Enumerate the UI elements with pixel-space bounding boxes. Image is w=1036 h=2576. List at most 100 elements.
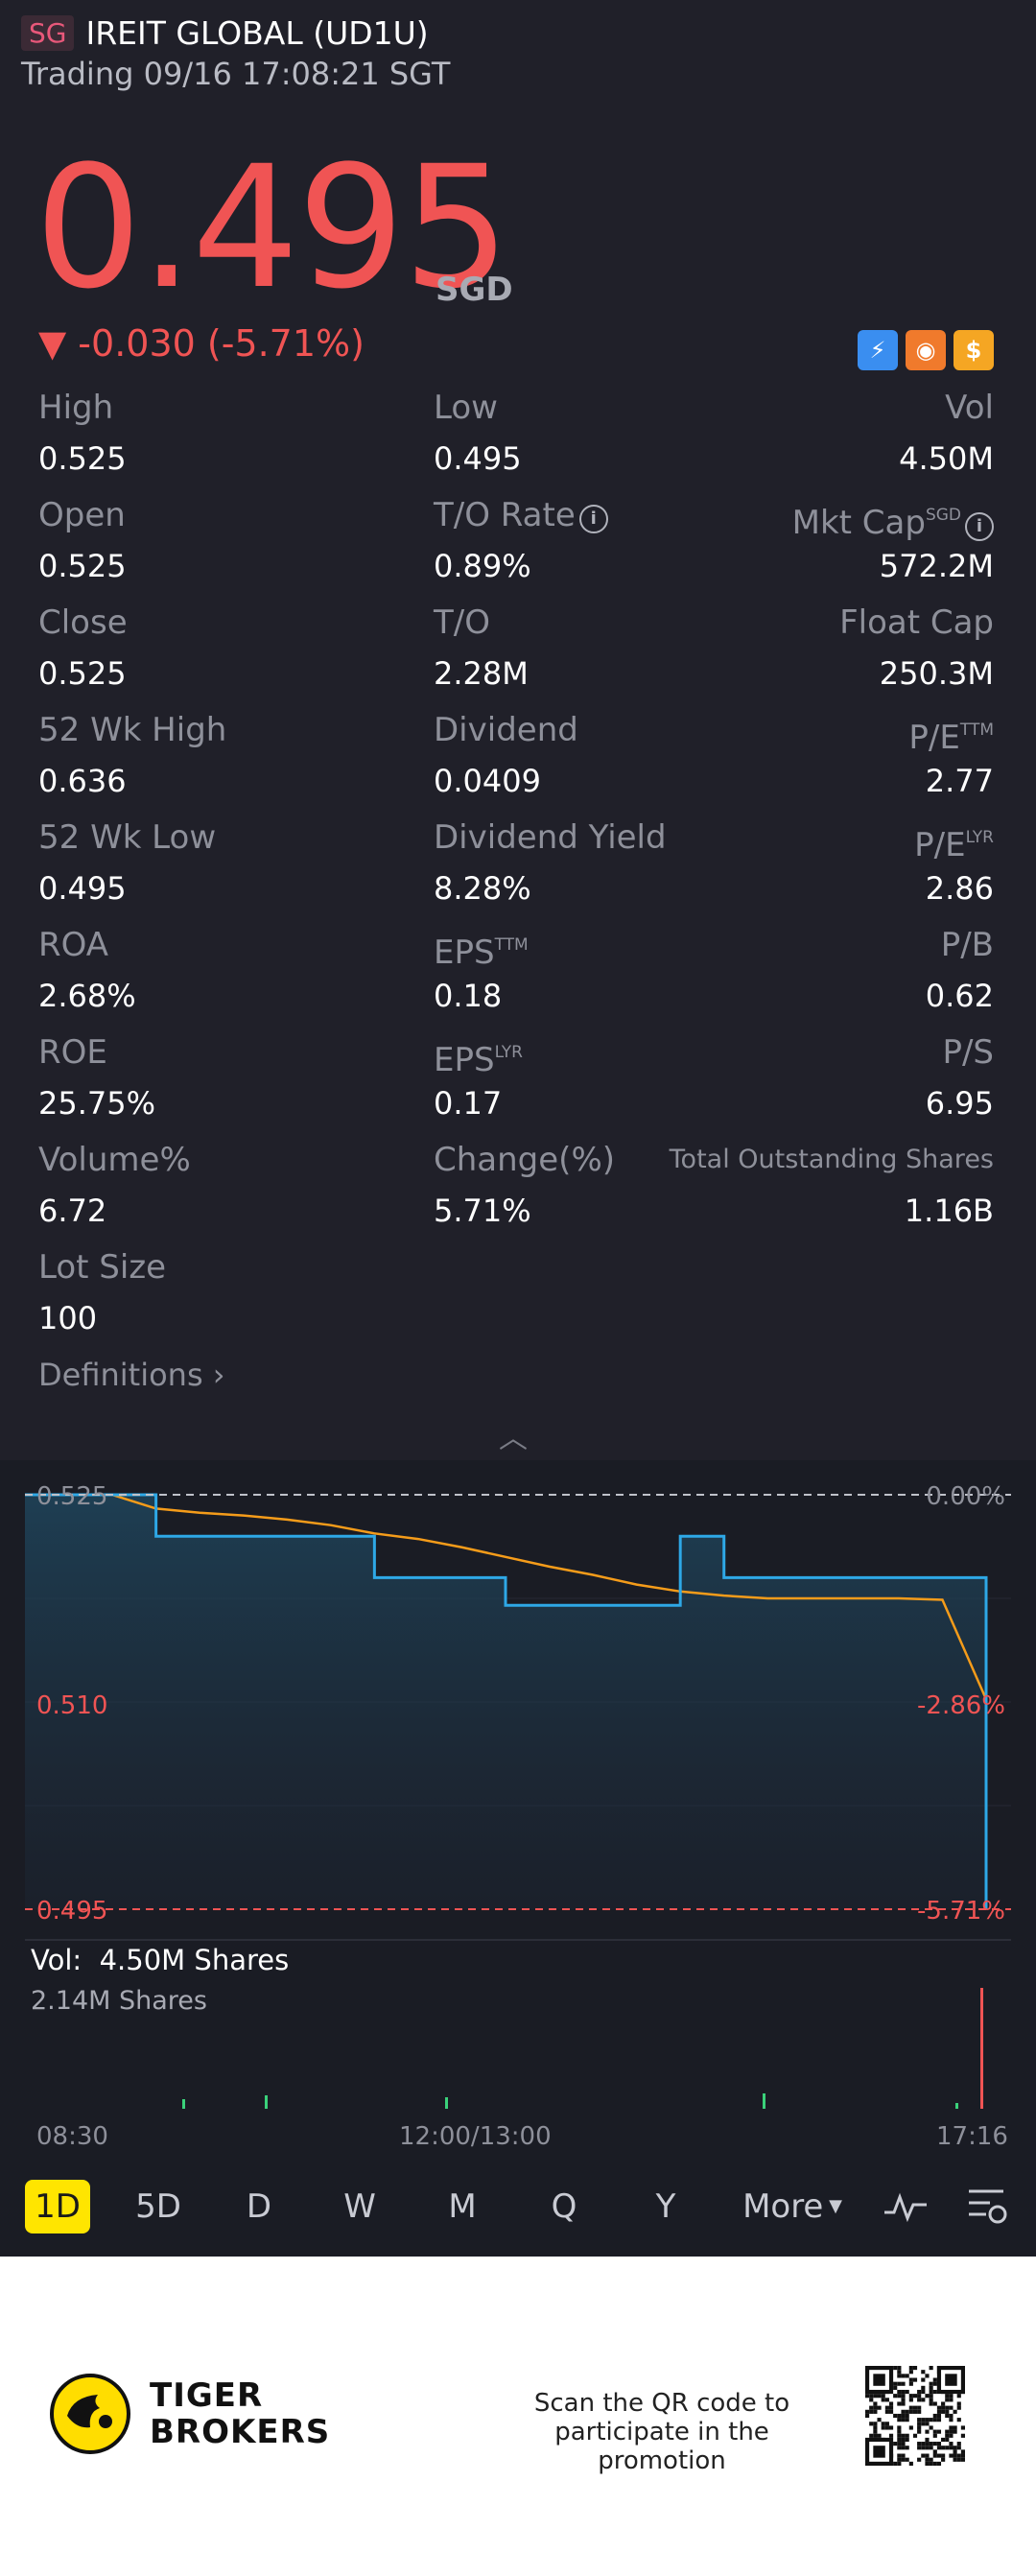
stat-cell: ROE 25.75% xyxy=(38,1028,155,1124)
stat-value: 2.28M xyxy=(434,655,529,692)
definitions-link[interactable]: Definitions › xyxy=(38,1357,225,1393)
stat-value: 0.495 xyxy=(434,440,522,477)
tab-w[interactable]: W xyxy=(343,2187,376,2226)
intraday-chart[interactable]: 0.525 0.510 0.495 0.00% -2.86% -5.71% xyxy=(0,1460,1036,2132)
stats-row: Lot Size 100 xyxy=(0,1243,1036,1351)
stats-row: Volume% 6.72 Change(%) 5.71% Total Outstandi… xyxy=(0,1136,1036,1243)
stats-row: ROE 25.75% EPSLYR 0.17 P/S 6.95 xyxy=(0,1028,1036,1136)
pct-label-top: 0.00% xyxy=(926,1482,1005,1511)
stat-label: Lot Size xyxy=(38,1248,167,1287)
stat-cell: 52 Wk Low 0.495 xyxy=(38,814,216,910)
stat-value: 2.86 xyxy=(925,870,994,907)
stat-cell: Dividend 0.0409 xyxy=(434,706,578,802)
tiger-logo-icon xyxy=(50,2374,130,2454)
tab-1d[interactable]: 1D xyxy=(25,2180,90,2233)
stat-value: 6.72 xyxy=(38,1193,107,1229)
stat-value: 0.495 xyxy=(38,870,127,907)
indicator-icon[interactable] xyxy=(883,2189,929,2224)
stat-value: 250.3M xyxy=(879,655,994,692)
tab-q[interactable]: Q xyxy=(551,2187,577,2226)
tab-more[interactable]: More ▼ xyxy=(742,2187,842,2226)
stat-label: EPSTTM xyxy=(434,934,529,972)
stat-label: Mkt CapSGDi xyxy=(792,491,994,542)
chart-settings-icon[interactable] xyxy=(965,2186,1009,2228)
stat-value: 25.75% xyxy=(38,1085,156,1122)
header: SG IREIT GLOBAL (UD1U) xyxy=(21,12,429,54)
stat-cell: 52 Wk High 0.636 xyxy=(38,706,226,802)
tab-5d[interactable]: 5D xyxy=(135,2187,181,2226)
stat-value: 2.68% xyxy=(38,978,136,1014)
stats-grid: High 0.525 Low 0.495 Vol 4.50M Open 0.525 T/O Ra… xyxy=(0,384,1036,1351)
market-badge: SG xyxy=(21,14,75,51)
stat-value: 1.16B xyxy=(904,1193,994,1229)
stat-cell: ROA 2.68% xyxy=(38,921,136,1017)
time-end: 17:16 xyxy=(936,2122,1008,2151)
stat-value: 100 xyxy=(38,1300,98,1336)
tab-m[interactable]: M xyxy=(448,2187,477,2226)
stat-cell: Mkt CapSGDi 572.2M xyxy=(792,491,994,587)
y-label-top: 0.525 xyxy=(36,1482,107,1511)
stats-row: 52 Wk Low 0.495 Dividend Yield 8.28% P/ELYR 2… xyxy=(0,814,1036,921)
stat-cell: Dividend Yield 8.28% xyxy=(434,814,667,910)
volume-bar xyxy=(955,2103,958,2109)
time-start: 08:30 xyxy=(36,2122,108,2151)
stats-row: High 0.525 Low 0.495 Vol 4.50M xyxy=(0,384,1036,491)
bull-icon[interactable]: ◉ xyxy=(906,330,946,370)
stat-label: Volume% xyxy=(38,1141,191,1179)
stat-value: 4.50M xyxy=(899,440,994,477)
price-area xyxy=(25,1495,986,1909)
stat-value: 2.77 xyxy=(925,763,994,799)
volume-max: 2.14M Shares xyxy=(31,1986,207,2016)
stat-label: Dividend xyxy=(434,711,578,749)
pct-label-bottom: -5.71% xyxy=(917,1897,1005,1926)
stat-label: Low xyxy=(434,389,498,427)
tiger-brokers-logo: TIGER BROKERS xyxy=(50,2374,330,2454)
pct-label-mid: -2.86% xyxy=(917,1691,1005,1720)
volume-bar xyxy=(445,2097,448,2109)
stat-value: 0.62 xyxy=(925,978,994,1014)
stat-label: EPSLYR xyxy=(434,1041,523,1079)
stat-cell: Open 0.525 xyxy=(38,491,127,587)
stat-cell: Float Cap 250.3M xyxy=(839,599,994,695)
stats-row: Open 0.525 T/O Rate i 0.89% Mkt CapSGDi 572.2M xyxy=(0,491,1036,599)
feature-badges: ⚡ ◉ $ xyxy=(858,330,994,370)
stat-label: Change(%) xyxy=(434,1141,616,1179)
stat-cell: T/O Rate i 0.89% xyxy=(434,491,608,587)
stat-label: High xyxy=(38,389,114,427)
y-label-bottom: 0.495 xyxy=(36,1897,107,1926)
lightning-icon[interactable]: ⚡ xyxy=(858,330,898,370)
stat-label: Float Cap xyxy=(839,603,994,642)
stat-cell: EPSLYR 0.17 xyxy=(434,1028,523,1124)
stat-cell: P/B 0.62 xyxy=(926,921,994,1017)
stat-cell: Change(%) 5.71% xyxy=(434,1136,615,1232)
stat-label: P/B xyxy=(940,926,994,964)
volume-bar xyxy=(182,2099,185,2109)
stat-label: 52 Wk High xyxy=(38,711,227,749)
stock-title[interactable]: IREIT GLOBAL (UD1U) xyxy=(85,13,429,52)
stat-label: Close xyxy=(38,603,128,642)
stat-label: P/ETTM xyxy=(908,719,994,757)
stat-value: 0.636 xyxy=(38,763,127,799)
promo-text: Scan the QR code to participate in the p… xyxy=(533,2389,790,2475)
tab-y[interactable]: Y xyxy=(655,2187,676,2226)
stat-value: 0.17 xyxy=(434,1085,503,1122)
dollar-icon[interactable]: $ xyxy=(954,330,994,370)
stat-cell: P/S 6.95 xyxy=(926,1028,994,1124)
stat-value: 0.89% xyxy=(434,548,531,584)
collapse-caret-icon[interactable]: ︿ xyxy=(499,1422,528,1455)
stat-value: 8.28% xyxy=(434,870,531,907)
stat-value: 6.95 xyxy=(925,1085,994,1122)
stat-label: Vol xyxy=(945,389,994,427)
stat-label: 52 Wk Low xyxy=(38,818,217,857)
stats-row: 52 Wk High 0.636 Dividend 0.0409 P/ETTM 2.77 xyxy=(0,706,1036,814)
stat-value: 5.71% xyxy=(434,1193,531,1229)
stat-cell: P/ELYR 2.86 xyxy=(914,814,994,910)
stat-label: Open xyxy=(38,496,126,534)
info-icon[interactable]: i xyxy=(578,505,608,533)
qr-code[interactable] xyxy=(865,2366,965,2466)
price-line xyxy=(25,1493,988,1909)
tab-d[interactable]: D xyxy=(246,2187,272,2226)
stat-label: Total Outstanding Shares xyxy=(669,1145,994,1174)
stat-cell: Total Outstanding Shares 1.16B xyxy=(670,1136,994,1232)
info-icon[interactable]: i xyxy=(965,512,994,541)
